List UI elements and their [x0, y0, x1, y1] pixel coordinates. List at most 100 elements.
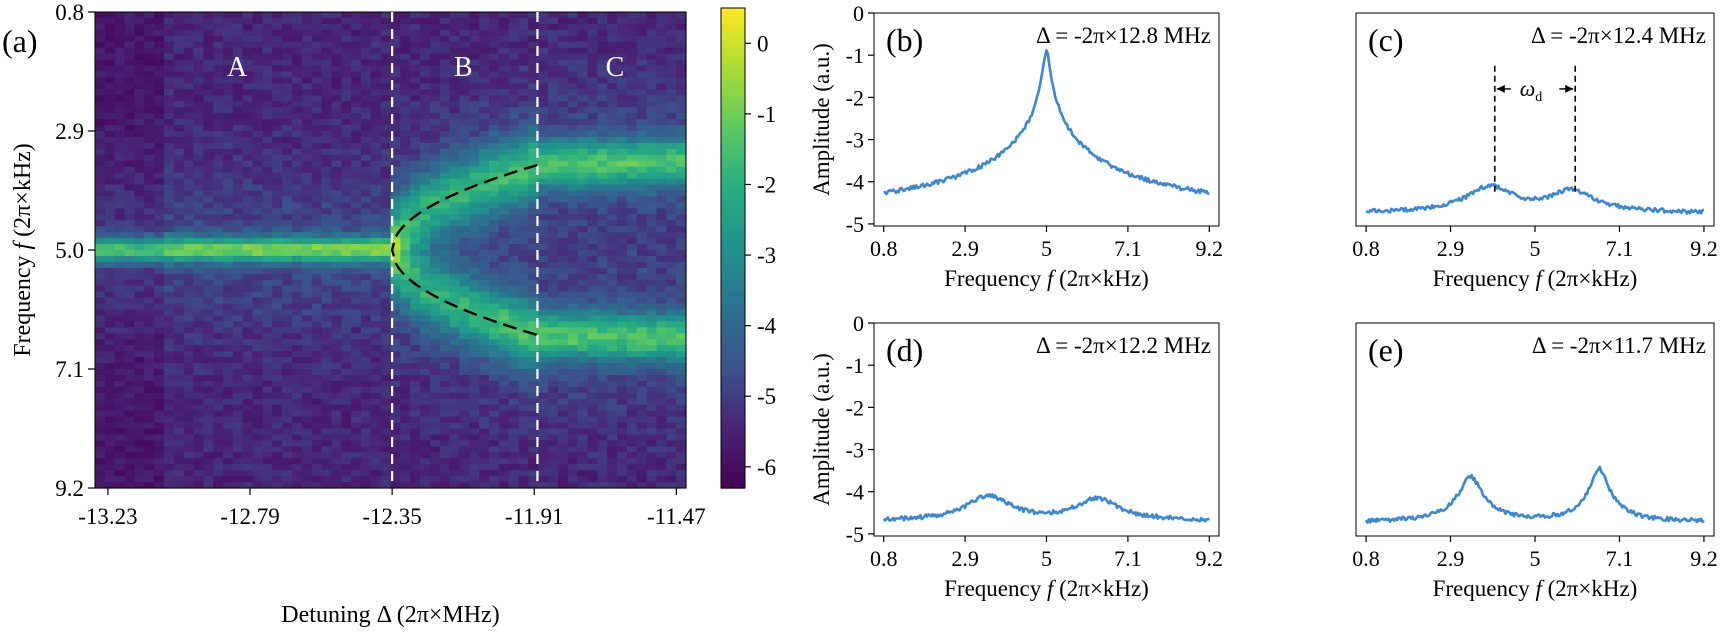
heatmap-cell: [351, 351, 362, 358]
heatmap-cell: [341, 279, 352, 287]
heatmap-cell: [459, 374, 470, 382]
heatmap-cell: [262, 285, 273, 293]
heatmap-cell: [489, 172, 500, 180]
heatmap-cell: [597, 404, 608, 412]
heatmap-cell: [292, 369, 303, 376]
heatmap-cell: [626, 17, 638, 25]
heatmap-cell: [95, 101, 106, 108]
heatmap-cell: [114, 178, 126, 186]
heatmap-cell: [301, 297, 313, 305]
heatmap-cell: [203, 101, 214, 108]
heatmap-cell: [410, 422, 421, 430]
heatmap-cell: [410, 291, 421, 299]
heatmap-cell: [272, 464, 283, 471]
heatmap-cell: [646, 440, 658, 447]
heatmap-cell: [331, 363, 342, 370]
heatmap-cell: [321, 476, 332, 483]
heatmap-cell: [213, 232, 224, 239]
heatmap-cell: [252, 380, 264, 388]
heatmap-cell: [400, 250, 411, 257]
heatmap-cell: [370, 369, 382, 376]
heatmap-cell: [341, 232, 352, 239]
heatmap-cell: [400, 107, 411, 114]
heatmap-cell: [656, 482, 667, 489]
heatmap-cell: [508, 232, 520, 239]
colorbar-segment: [721, 312, 745, 317]
heatmap-cell: [676, 125, 687, 132]
heatmap-cell: [331, 428, 342, 436]
heatmap-cell: [577, 154, 589, 162]
heatmap-cell: [321, 136, 332, 144]
heatmap-cell: [567, 452, 579, 459]
heatmap-cell: [420, 476, 431, 483]
heatmap-cell: [232, 428, 244, 436]
heatmap-cell: [252, 119, 264, 126]
heatmap-cell: [370, 17, 382, 25]
heatmap-cell: [223, 148, 234, 156]
heatmap-cell: [548, 273, 559, 281]
heatmap-cell: [469, 369, 480, 376]
heatmap-cell: [626, 386, 638, 394]
heatmap-cell: [351, 65, 362, 73]
heatmap-cell: [508, 410, 520, 418]
heatmap-cell: [292, 125, 303, 132]
heatmap-cell: [351, 83, 362, 90]
heatmap-cell: [538, 202, 549, 209]
heatmap-cell: [154, 131, 165, 138]
heatmap-cell: [449, 267, 461, 275]
heatmap-cell: [617, 404, 628, 412]
heatmap-cell: [518, 113, 529, 120]
heatmap-cell: [597, 250, 608, 257]
heatmap-cell: [508, 35, 520, 43]
heatmap-cell: [508, 321, 520, 328]
heatmap-cell: [272, 184, 283, 192]
heatmap-cell: [587, 232, 598, 239]
heatmap-cell: [646, 107, 658, 114]
colorbar-tick-label: -6: [757, 455, 776, 480]
heatmap-cell: [489, 285, 500, 293]
heatmap-cell: [154, 380, 165, 388]
heatmap-cell: [439, 369, 451, 376]
heatmap-cell: [508, 53, 520, 61]
heatmap-cell: [449, 339, 461, 346]
heatmap-cell: [597, 374, 608, 382]
heatmap-cell: [311, 71, 323, 79]
heatmap-cell: [213, 452, 224, 459]
heatmap-cell: [666, 65, 677, 73]
heatmap-cell: [262, 440, 273, 447]
heatmap-cell: [213, 279, 224, 287]
heatmap-cell: [528, 184, 539, 192]
colorbar-segment: [721, 344, 745, 349]
heatmap-cell: [626, 89, 638, 96]
heatmap-cell: [134, 410, 145, 418]
heatmap-cell: [577, 226, 589, 233]
heatmap-cell: [518, 333, 529, 340]
heatmap-cell: [104, 345, 116, 352]
heatmap-cell: [154, 255, 165, 263]
heatmap-cell: [548, 53, 559, 61]
heatmap-cell: [351, 428, 362, 436]
heatmap-cell: [232, 196, 244, 203]
heatmap-cell: [144, 380, 155, 388]
heatmap-cell: [262, 446, 273, 453]
heatmap-cell: [282, 380, 293, 388]
heatmap-cell: [479, 71, 490, 79]
heatmap-cell: [183, 315, 195, 322]
heatmap-cell: [173, 190, 185, 198]
heatmap-cell: [518, 357, 529, 364]
heatmap-cell: [292, 363, 303, 370]
heatmap-cell: [223, 89, 234, 96]
heatmap-cell: [479, 398, 490, 406]
heatmap-cell: [577, 113, 589, 120]
heatmap-cell: [301, 53, 313, 61]
heatmap-cell: [538, 291, 549, 299]
heatmap-cell: [370, 339, 382, 346]
heatmap-cell: [420, 154, 431, 162]
heatmap-cell: [577, 220, 589, 227]
heatmap-cell: [410, 267, 421, 275]
heatmap-cell: [114, 255, 126, 263]
colorbar-segment: [721, 236, 745, 241]
heatmap-cell: [479, 261, 490, 269]
heatmap-cell: [380, 398, 392, 406]
heatmap-cell: [321, 41, 332, 49]
